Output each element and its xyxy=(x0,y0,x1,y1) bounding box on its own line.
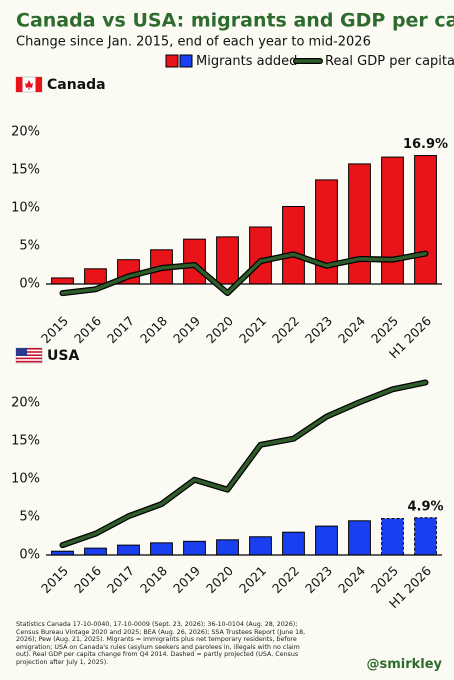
y-tick-label: 20% xyxy=(11,396,40,411)
legend-swatch xyxy=(165,54,179,68)
x-tick-label: 2023 xyxy=(302,563,335,596)
bar xyxy=(381,156,404,285)
y-tick-label: 20% xyxy=(11,125,40,140)
bar xyxy=(249,226,272,285)
title: Canada vs USA: migrants and GDP per capi… xyxy=(16,10,454,32)
bar xyxy=(183,238,206,285)
x-tick-label: 2023 xyxy=(302,313,335,346)
x-tick-label: 2024 xyxy=(335,313,368,346)
handle: @smirkley xyxy=(366,657,442,672)
x-tick-label: 2022 xyxy=(269,313,302,346)
bar xyxy=(84,268,107,285)
flag-usa xyxy=(15,347,43,364)
y-tick-label: 5% xyxy=(19,239,40,254)
x-tick-label: 2015 xyxy=(38,563,71,596)
subtitle: Change since Jan. 2015, end of each year… xyxy=(16,35,371,50)
bar xyxy=(414,517,437,556)
bar xyxy=(282,205,305,285)
x-tick-label: 2020 xyxy=(203,313,236,346)
y-tick-label: 5% xyxy=(19,510,40,525)
y-tick-label: 10% xyxy=(11,472,40,487)
x-tick-label: 2016 xyxy=(71,563,104,596)
x-tick-label: 2018 xyxy=(137,563,170,596)
bar xyxy=(150,542,173,556)
y-tick-label: 10% xyxy=(11,201,40,216)
value-label: 4.9% xyxy=(407,499,443,514)
x-tick-label: 2021 xyxy=(236,563,269,596)
legend: Migrants added Real GDP per capita xyxy=(165,54,454,69)
legend-swatch xyxy=(179,54,193,68)
footnote: Statistics Canada 17-10-0040, 17-10-0009… xyxy=(16,621,306,666)
value-label: 16.9% xyxy=(403,137,448,152)
panel-title: Canada xyxy=(47,77,106,93)
y-tick-label: 0% xyxy=(19,277,40,292)
x-tick-label: 2019 xyxy=(170,313,203,346)
legend-label: Real GDP per capita xyxy=(325,54,454,69)
bar xyxy=(216,539,239,556)
y-tick-label: 15% xyxy=(11,163,40,178)
flag-canada xyxy=(15,76,43,93)
x-tick-label: 2016 xyxy=(71,313,104,346)
x-tick-label: 2022 xyxy=(269,563,302,596)
line xyxy=(60,380,428,547)
panel-title: USA xyxy=(47,348,79,364)
x-tick-label: 2021 xyxy=(236,313,269,346)
bar xyxy=(249,536,272,556)
bar xyxy=(414,155,437,285)
bar xyxy=(51,277,74,285)
x-tick-label: 2020 xyxy=(203,563,236,596)
bar xyxy=(381,518,404,556)
bar xyxy=(183,540,206,556)
y-tick-label: 15% xyxy=(11,434,40,449)
x-tick-label: 2017 xyxy=(104,563,137,596)
x-tick-label: 2017 xyxy=(104,313,137,346)
x-tick-label: 2024 xyxy=(335,563,368,596)
bar xyxy=(348,520,371,556)
legend-label: Migrants added xyxy=(196,54,297,69)
bar xyxy=(216,236,239,285)
x-tick-label: 2019 xyxy=(170,563,203,596)
line xyxy=(60,251,428,295)
y-tick-label: 0% xyxy=(19,548,40,563)
x-tick-label: 2015 xyxy=(38,313,71,346)
bar xyxy=(84,547,107,556)
bar xyxy=(315,525,338,556)
bar xyxy=(282,531,305,556)
bar xyxy=(348,163,371,285)
x-tick-label: 2018 xyxy=(137,313,170,346)
bar xyxy=(117,544,140,556)
